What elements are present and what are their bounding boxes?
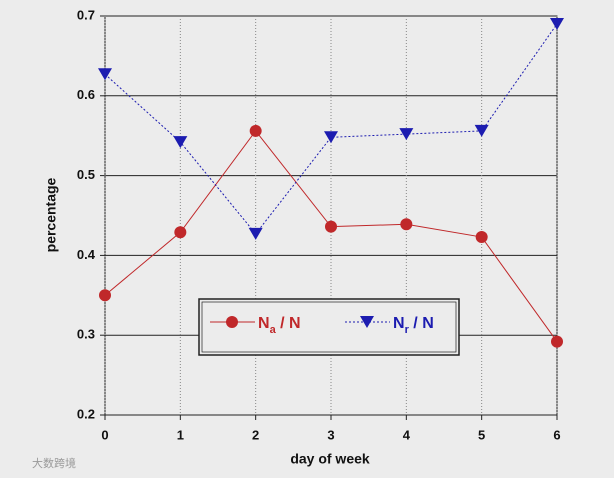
marker (325, 220, 337, 233)
marker (174, 226, 187, 239)
marker (475, 231, 488, 244)
marker (399, 128, 414, 141)
legend-label: Na / N (258, 315, 301, 336)
y-tick-label: 0.2 (77, 406, 95, 421)
legend-marker (226, 316, 238, 328)
x-tick-label: 4 (403, 427, 411, 442)
y-tick-label: 0.4 (77, 247, 96, 262)
legend-label-part: N (258, 315, 270, 332)
marker (99, 289, 111, 302)
legend-box (198, 298, 460, 356)
marker (551, 335, 563, 348)
legend-box-inner (201, 301, 457, 353)
marker (98, 68, 112, 81)
legend-label-part: N (289, 315, 301, 332)
marker (550, 17, 564, 30)
marker (173, 136, 188, 149)
x-tick-label: 1 (177, 427, 184, 442)
y-tick-label: 0.7 (77, 7, 95, 22)
marker (248, 227, 263, 240)
x-tick-label: 2 (252, 427, 259, 442)
x-tick-label: 3 (327, 427, 334, 442)
marker (249, 124, 262, 137)
marker (474, 124, 489, 137)
y-tick-label: 0.5 (77, 167, 95, 182)
marker (400, 218, 413, 231)
x-tick-label: 5 (478, 427, 485, 442)
watermark: 大数跨境 (32, 456, 76, 470)
x-tick-label: 0 (101, 427, 108, 442)
x-axis-label: day of week (290, 451, 370, 467)
legend-label-part: r (405, 324, 410, 336)
legend-label-part: / (280, 315, 285, 332)
x-tick-label: 6 (553, 427, 560, 442)
y-axis-label: percentage (43, 177, 59, 252)
legend-label-part: a (270, 324, 277, 336)
legend-label-part: / (413, 315, 418, 332)
y-tick-label: 0.3 (77, 327, 95, 342)
legend: Na / N Nr / N (198, 298, 460, 356)
legend-label: Nr / N (393, 315, 434, 336)
legend-label-part: N (393, 315, 405, 332)
y-tick-label: 0.6 (77, 87, 95, 102)
marker (324, 131, 338, 144)
legend-label-part: N (422, 315, 434, 332)
legend-marker (360, 316, 374, 328)
